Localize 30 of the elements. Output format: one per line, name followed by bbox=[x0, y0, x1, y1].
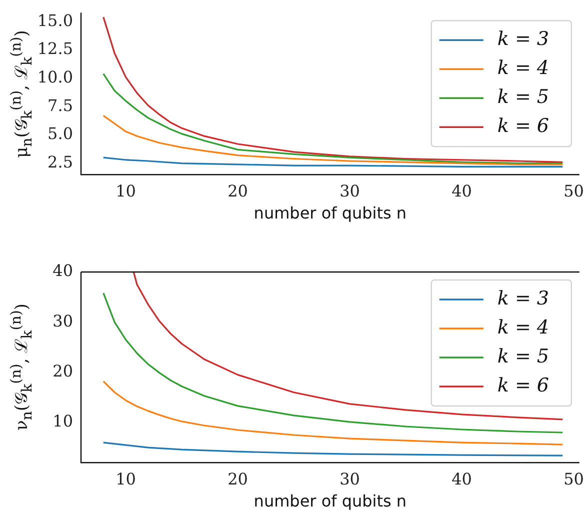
y-tick-label: 20 bbox=[52, 361, 73, 380]
y-tick-label: 5.0 bbox=[48, 124, 73, 144]
y-tick-label: 10 bbox=[52, 412, 73, 431]
legend-label: k = 6 bbox=[497, 115, 549, 138]
x-tick-label: 40 bbox=[452, 469, 472, 488]
x-tick-label: 20 bbox=[228, 469, 248, 488]
x-axis-title: number of qubits n bbox=[254, 204, 407, 223]
x-tick-label: 10 bbox=[116, 181, 136, 200]
x-tick-label: 30 bbox=[340, 469, 360, 488]
y-tick-label: 30 bbox=[52, 311, 73, 330]
y-tick-label: 7.5 bbox=[48, 96, 73, 115]
x-tick-label: 40 bbox=[452, 181, 472, 200]
legend-label: k = 4 bbox=[497, 316, 549, 338]
y-tick-label: 10.0 bbox=[37, 67, 73, 86]
x-axis-title: number of qubits n bbox=[254, 492, 407, 511]
x-tick-label: 50 bbox=[564, 181, 584, 200]
legend-label: k = 4 bbox=[497, 57, 549, 80]
y-tick-label: 15.0 bbox=[37, 10, 73, 30]
legend-label: k = 6 bbox=[497, 374, 549, 396]
legend-label: k = 3 bbox=[497, 287, 549, 310]
x-tick-label: 20 bbox=[228, 181, 248, 200]
x-tick-label: 30 bbox=[340, 181, 360, 200]
y-tick-label: 2.5 bbox=[48, 152, 73, 172]
x-tick-label: 10 bbox=[116, 469, 136, 488]
y-tick-label: 40 bbox=[52, 261, 73, 280]
legend-label: k = 3 bbox=[497, 28, 549, 50]
x-tick-label: 50 bbox=[564, 469, 584, 488]
legend-label: k = 5 bbox=[497, 86, 549, 108]
legend-label: k = 5 bbox=[497, 345, 549, 368]
y-tick-label: 12.5 bbox=[37, 39, 73, 58]
